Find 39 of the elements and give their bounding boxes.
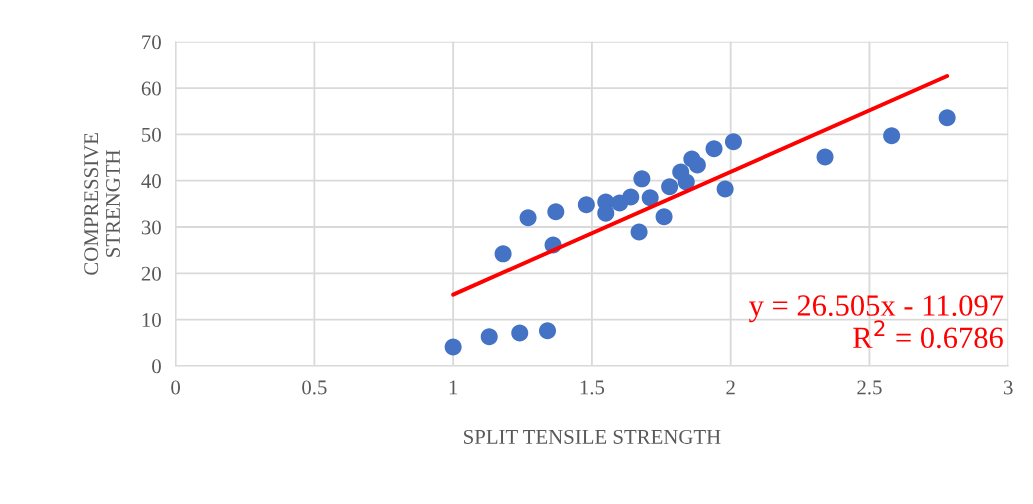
point bbox=[883, 127, 901, 145]
x-tick-label: 2.5 bbox=[857, 380, 882, 395]
point bbox=[577, 196, 595, 214]
point bbox=[547, 203, 565, 221]
point bbox=[444, 338, 462, 356]
y-tick-label: 20 bbox=[141, 266, 161, 281]
y-tick-label: 10 bbox=[142, 312, 161, 328]
point bbox=[661, 178, 679, 196]
point bbox=[480, 328, 498, 346]
point bbox=[494, 245, 512, 263]
point bbox=[724, 133, 742, 151]
x-tick-label: 2 bbox=[726, 380, 735, 395]
point bbox=[641, 189, 659, 207]
point bbox=[816, 148, 834, 166]
point bbox=[539, 322, 557, 340]
y-tick-label: 30 bbox=[141, 220, 161, 235]
point bbox=[688, 156, 706, 174]
y-tick-label: 70 bbox=[142, 35, 161, 50]
point bbox=[630, 223, 648, 241]
point bbox=[511, 324, 529, 342]
point bbox=[677, 173, 695, 191]
x-tick-label: 0 bbox=[171, 380, 181, 395]
point bbox=[633, 170, 651, 188]
y-tick-label: 60 bbox=[141, 81, 161, 96]
point bbox=[938, 109, 956, 127]
y-axis-title: COMPRESSIVE STRENGTH bbox=[84, 133, 120, 275]
point bbox=[519, 209, 537, 227]
point bbox=[705, 140, 723, 158]
x-tick-label: 1.5 bbox=[580, 380, 605, 395]
y-tick-label: 40 bbox=[141, 174, 161, 189]
point bbox=[655, 208, 673, 226]
y-tick-label: 50 bbox=[142, 127, 161, 142]
y-tick-label: 0 bbox=[152, 359, 161, 374]
point bbox=[622, 188, 640, 206]
point bbox=[716, 180, 734, 198]
x-tick-label: 1 bbox=[449, 380, 458, 395]
x-tick-label: 0.5 bbox=[302, 380, 327, 395]
x-tick-label: 3 bbox=[1004, 380, 1013, 395]
x-axis-title: SPLIT TENSILE STRENGTH bbox=[464, 429, 721, 444]
